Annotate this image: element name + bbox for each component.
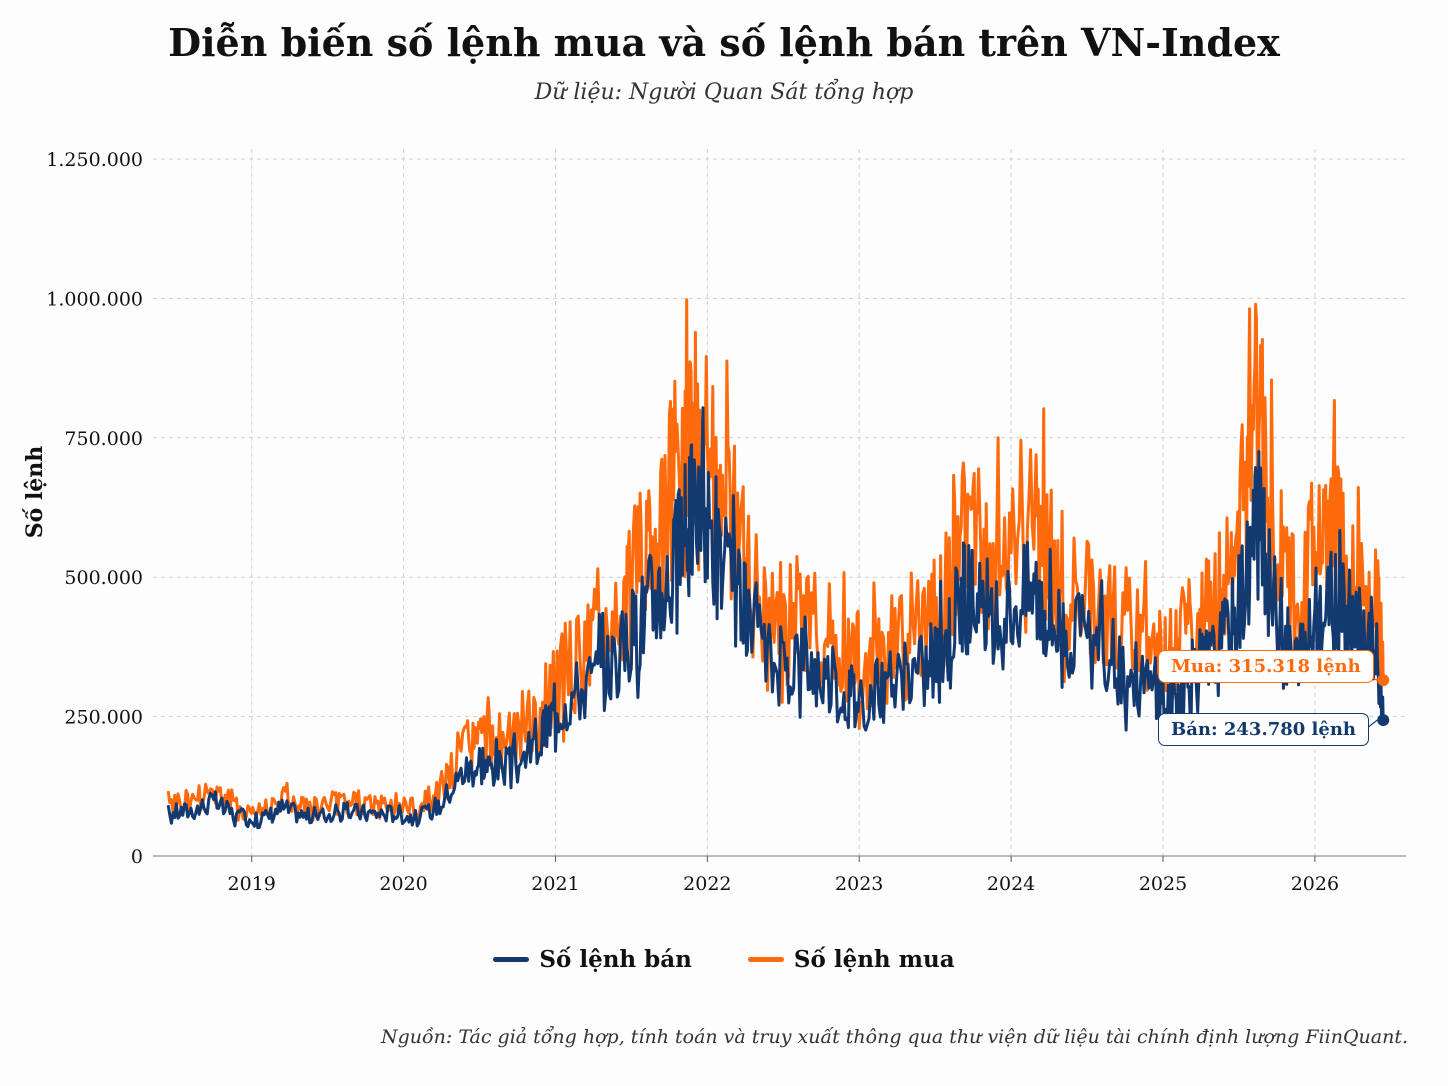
series-lines — [166, 298, 1385, 830]
x-tick-label: 2025 — [1139, 873, 1187, 895]
legend-swatch-buy — [747, 957, 784, 962]
x-tick-label: 2020 — [379, 873, 427, 895]
y-tick-label: 0 — [131, 846, 143, 868]
grid-lines — [153, 149, 1406, 862]
x-tick-label: 2026 — [1291, 873, 1339, 895]
x-tick-label: 2019 — [228, 873, 276, 895]
legend-swatch-sell — [493, 957, 530, 962]
buy-callout: Mua: 315.318 lệnh — [1158, 650, 1374, 683]
x-tick-label: 2022 — [683, 873, 731, 895]
legend: Số lệnh bán Số lệnh mua — [0, 946, 1448, 973]
end-marker-sell — [1377, 714, 1390, 727]
end-markers — [1351, 667, 1390, 741]
y-axis-label: Số lệnh — [22, 446, 48, 539]
sell-callout: Bán: 243.780 lệnh — [1158, 713, 1370, 746]
y-tick-label: 750.000 — [64, 428, 143, 450]
legend-label-buy: Số lệnh mua — [793, 946, 955, 973]
x-tick-label: 2024 — [987, 873, 1035, 895]
y-tick-label: 1.250.000 — [46, 149, 143, 171]
y-tick-label: 250.000 — [64, 707, 143, 729]
y-axis-ticks: 0 250.000 500.000 750.000 1.000.000 1.250.000 — [46, 149, 143, 868]
legend-item-sell[interactable]: Số lệnh bán — [493, 946, 692, 973]
source-note: Nguồn: Tác giả tổng hợp, tính toán và tr… — [381, 1026, 1408, 1048]
y-tick-label: 1.000.000 — [46, 288, 143, 310]
x-axis-ticks: 2019 2020 2021 2022 2023 2024 2025 2026 — [228, 873, 1340, 895]
x-tick-label: 2023 — [835, 873, 883, 895]
chart-title: Diễn biến số lệnh mua và số lệnh bán trê… — [168, 20, 1280, 65]
legend-item-buy[interactable]: Số lệnh mua — [747, 946, 955, 973]
y-tick-label: 500.000 — [64, 567, 143, 589]
x-tick-label: 2021 — [531, 873, 579, 895]
legend-label-sell: Số lệnh bán — [539, 946, 692, 973]
chart-subtitle: Dữ liệu: Người Quan Sát tổng hợp — [534, 80, 914, 105]
end-marker-buy — [1377, 674, 1390, 687]
